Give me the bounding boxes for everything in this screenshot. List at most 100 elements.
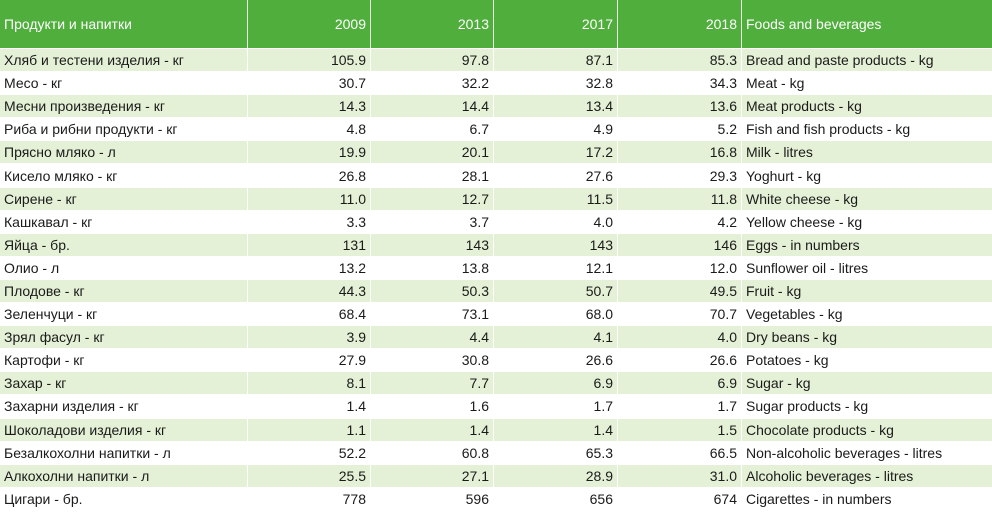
table-row: Алкохолни напитки - л 25.5 27.1 28.9 31.0 Alc… (0, 464, 992, 488)
row-value-2009: 3.3 (248, 210, 371, 233)
row-value-2013: 30.8 (371, 349, 494, 372)
header-year-2017: 2017 (494, 0, 618, 48)
row-value-2018: 34.3 (618, 72, 742, 95)
row-value-2018: 70.7 (618, 303, 742, 326)
row-value-2013: 3.7 (371, 210, 494, 233)
row-label-en: Meat - kg (746, 75, 805, 92)
table-row: Прясно мляко - л 19.9 20.1 17.2 16.8 Milk - l… (0, 141, 992, 165)
row-value-2009: 26.8 (248, 164, 371, 187)
table-row: Плодове - кг 44.3 50.3 50.7 49.5 Fruit - kg (0, 279, 992, 304)
row-value-2018: 16.8 (618, 141, 742, 164)
row-value-2009: 1.4 (248, 395, 371, 418)
row-value-2009: 105.9 (248, 49, 371, 72)
row-label-bg: Картофи - кг (0, 349, 248, 372)
row-value-2013: 6.7 (371, 118, 494, 141)
row-value-2018: 66.5 (618, 441, 742, 464)
row-value-2018: 6.9 (618, 372, 742, 395)
row-label-en: Milk - litres (746, 144, 813, 161)
row-label-bg: Зеленчуци - кг (0, 303, 248, 326)
table-body: Хляб и тестени изделия - кг 105.9 97.8 87.1… (0, 49, 992, 511)
row-value-2018: 5.2 (618, 118, 742, 141)
row-label-bg: Цигари - бр. (0, 487, 248, 510)
row-value-2009: 3.9 (248, 326, 371, 349)
row-value-2018: 1.5 (618, 418, 742, 441)
header-year-2018: 2018 (618, 0, 742, 48)
row-label-bg: Захарни изделия - кг (0, 395, 248, 418)
row-label-en: Eggs - in numbers (746, 236, 860, 253)
row-label-bg: Прясно мляко - л (0, 141, 248, 164)
row-value-2018: 4.0 (618, 326, 742, 349)
table-row: Месни произведения - кг 14.3 14.4 13.4 13.6 M… (0, 95, 992, 119)
row-value-2017: 143 (494, 233, 618, 256)
row-value-2013: 7.7 (371, 372, 494, 395)
row-label-bg: Зрял фасул - кг (0, 326, 248, 349)
row-value-2018: 13.6 (618, 95, 742, 118)
row-value-2013: 1.6 (371, 395, 494, 418)
row-value-2018: 12.0 (618, 256, 742, 279)
row-value-2009: 52.2 (248, 441, 371, 464)
row-value-2017: 4.9 (494, 118, 618, 141)
row-value-2017: 4.0 (494, 210, 618, 233)
table-row: Картофи - кг 27.9 30.8 26.6 26.6 Potatoes - k… (0, 349, 992, 373)
row-value-2017: 1.4 (494, 418, 618, 441)
row-value-2013: 13.8 (371, 256, 494, 279)
table-row: Кисело мляко - кг 26.8 28.1 27.6 29.3 Yoghurt… (0, 164, 992, 188)
table-row: Яйца - бр. 131 143 143 146 Eggs - in numbers (0, 233, 992, 257)
row-label-bg: Сирене - кг (0, 187, 248, 210)
row-value-2017: 28.9 (494, 464, 618, 487)
row-value-2017: 32.8 (494, 72, 618, 95)
row-value-2013: 60.8 (371, 441, 494, 464)
row-label-en: Yellow cheese - kg (746, 213, 863, 230)
row-label-bg: Хляб и тестени изделия - кг (0, 49, 248, 72)
row-value-2018: 26.6 (618, 349, 742, 372)
row-value-2017: 17.2 (494, 141, 618, 164)
row-value-2017: 4.1 (494, 326, 618, 349)
row-value-2017: 1.7 (494, 395, 618, 418)
row-label-en: Bread and paste products - kg (746, 52, 934, 69)
header-year-2009: 2009 (248, 0, 371, 48)
row-label-bg: Шоколадови изделия - кг (0, 418, 248, 441)
row-label-bg: Яйца - бр. (0, 233, 248, 256)
row-value-2017: 6.9 (494, 372, 618, 395)
table-row: Хляб и тестени изделия - кг 105.9 97.8 87.1… (0, 49, 992, 73)
row-label-bg: Месни произведения - кг (0, 95, 248, 118)
row-value-2017: 68.0 (494, 303, 618, 326)
row-value-2013: 27.1 (371, 464, 494, 487)
row-value-2009: 27.9 (248, 349, 371, 372)
row-value-2018: 11.8 (618, 187, 742, 210)
row-label-en: Sunflower oil - litres (746, 259, 869, 276)
table-header: Продукти и напитки 2009 2013 2017 2018 F… (0, 0, 992, 49)
table-row: Захарни изделия - кг 1.4 1.6 1.7 1.7 Sugar pr… (0, 395, 992, 419)
table-row: Сирене - кг 11.0 12.7 11.5 11.8 White cheese … (0, 187, 992, 211)
row-value-2013: 12.7 (371, 187, 494, 210)
row-value-2018: 49.5 (618, 279, 742, 303)
row-label-bg: Безалкохолни напитки - л (0, 441, 248, 464)
row-value-2009: 1.1 (248, 418, 371, 441)
row-label-bg: Кашкавал - кг (0, 210, 248, 233)
row-value-2017: 13.4 (494, 95, 618, 118)
row-value-2018: 146 (618, 233, 742, 256)
row-value-2009: 44.3 (248, 279, 371, 303)
row-value-2017: 27.6 (494, 164, 618, 187)
row-value-2017: 11.5 (494, 187, 618, 210)
header-year-2013: 2013 (371, 0, 494, 48)
row-value-2017: 65.3 (494, 441, 618, 464)
row-value-2013: 1.4 (371, 418, 494, 441)
header-en-label: Foods and beverages (746, 16, 882, 32)
row-label-bg: Захар - кг (0, 372, 248, 395)
row-value-2017: 87.1 (494, 49, 618, 72)
table-row: Месо - кг 30.7 32.2 32.8 34.3 Meat - kg (0, 72, 992, 96)
row-value-2013: 32.2 (371, 72, 494, 95)
row-label-en: Chocolate products - kg (746, 421, 894, 438)
row-label-bg: Риба и рибни продукти - кг (0, 118, 248, 141)
row-label-en: Dry beans - kg (746, 329, 838, 346)
row-value-2013: 28.1 (371, 164, 494, 187)
row-value-2009: 11.0 (248, 187, 371, 210)
row-value-2018: 4.2 (618, 210, 742, 233)
row-value-2018: 674 (618, 487, 742, 510)
row-value-2013: 73.1 (371, 303, 494, 326)
row-value-2013: 20.1 (371, 141, 494, 164)
row-label-en: Fish and fish products - kg (746, 121, 911, 138)
row-value-2017: 50.7 (494, 279, 618, 303)
row-value-2017: 26.6 (494, 349, 618, 372)
